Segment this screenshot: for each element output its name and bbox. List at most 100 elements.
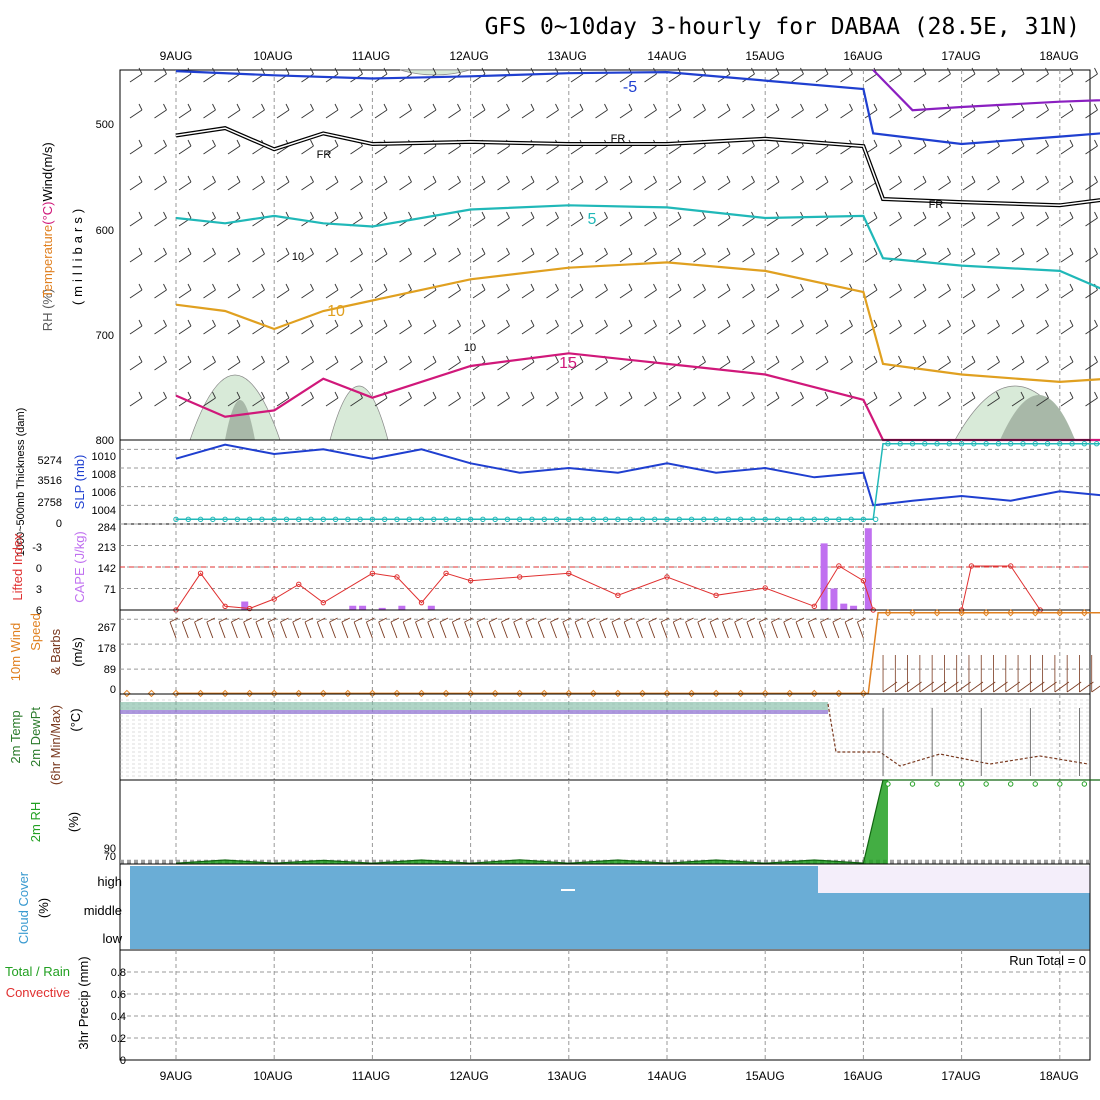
thickness-point bbox=[909, 441, 916, 447]
cape-bar bbox=[427, 605, 435, 610]
cloud-level-label: low bbox=[102, 931, 122, 946]
wind-speed-point bbox=[687, 689, 696, 698]
wind-barb bbox=[423, 391, 437, 407]
wind-barb bbox=[599, 617, 608, 639]
wind-barb bbox=[791, 355, 804, 371]
wind-barb bbox=[595, 211, 608, 227]
wind-barb bbox=[889, 283, 902, 299]
thickness-point bbox=[639, 516, 646, 523]
thickness-point bbox=[934, 441, 940, 447]
wind-barb bbox=[203, 319, 216, 335]
wind-barb bbox=[280, 617, 289, 639]
wind-barb bbox=[815, 355, 829, 371]
wind-barb bbox=[938, 283, 951, 299]
rh-panel: 90 70 2m RH (%) bbox=[28, 779, 1100, 865]
wind-barb bbox=[962, 211, 976, 227]
wind-barb bbox=[987, 283, 1000, 299]
wind-barb bbox=[717, 103, 731, 119]
wind-barb bbox=[962, 247, 976, 263]
wind-barb bbox=[913, 67, 927, 83]
wind-barb bbox=[448, 319, 461, 335]
wind-barb bbox=[791, 175, 804, 191]
wind-barb bbox=[1042, 655, 1057, 693]
wind-barb bbox=[550, 617, 559, 639]
wind-barb bbox=[742, 355, 755, 371]
wind-speed-point bbox=[982, 609, 990, 617]
thickness-point bbox=[922, 441, 928, 447]
wind-barb bbox=[497, 391, 510, 407]
wind-barb bbox=[129, 355, 143, 371]
cloud-panel: high middle low Cloud Cover (%) bbox=[16, 863, 1091, 951]
wind-speed-point bbox=[270, 689, 278, 698]
wind-speed-point bbox=[319, 689, 328, 698]
wind-speed-point bbox=[1080, 609, 1089, 617]
wind-barb bbox=[129, 283, 143, 299]
wind-barb bbox=[301, 103, 314, 119]
thickness-point bbox=[210, 516, 216, 523]
date-tick-label: 9AUG bbox=[160, 49, 193, 63]
wind-barb bbox=[766, 355, 780, 371]
li-tick-label: 0 bbox=[36, 563, 42, 575]
wind-barb bbox=[619, 103, 633, 119]
wind-barb bbox=[497, 103, 510, 119]
thickness-point bbox=[246, 516, 253, 523]
wind-barb bbox=[815, 67, 829, 83]
precip-panel: 0 0.2 0.4 0.6 0.8 Run Total = 0 Total / … bbox=[5, 949, 1091, 1067]
wind-barb bbox=[938, 247, 951, 263]
wind-barb bbox=[1085, 355, 1098, 371]
upper-air-ylabel: RH (%) Temperature(°C)Wind(m/s) bbox=[40, 142, 55, 331]
wind-panel: 0 89 178 267 10m Wind Speed & Barbs (m/s… bbox=[8, 609, 1100, 698]
wind-barb bbox=[1085, 139, 1098, 155]
wind-barb bbox=[301, 247, 314, 263]
wind-barb bbox=[668, 283, 682, 299]
wind-barb bbox=[791, 283, 804, 299]
wind-barb bbox=[562, 617, 572, 639]
wind-barb bbox=[840, 319, 853, 335]
wind-barb bbox=[1060, 175, 1074, 191]
cape-bar bbox=[378, 607, 386, 610]
date-tick-label: 11AUG bbox=[352, 1069, 390, 1083]
wind-barb bbox=[1036, 211, 1049, 227]
wind-barb bbox=[742, 319, 755, 335]
wind-barb bbox=[791, 247, 804, 263]
wind-barb bbox=[962, 319, 976, 335]
wind-barb bbox=[619, 247, 633, 263]
cape-bar bbox=[820, 543, 828, 610]
wind-speed-point bbox=[221, 689, 229, 698]
wind-barb bbox=[672, 617, 682, 639]
wind-barb bbox=[758, 617, 768, 639]
precip-tick-label: 0.4 bbox=[111, 1011, 126, 1023]
rh-line bbox=[175, 779, 1100, 864]
cape-bar bbox=[241, 601, 249, 610]
thickness-point bbox=[590, 516, 597, 523]
wind-barb bbox=[415, 617, 424, 639]
thickness-tick-label: 2758 bbox=[38, 497, 62, 509]
slp-tick-label: 1010 bbox=[92, 451, 116, 463]
wind-barb bbox=[980, 655, 996, 693]
wind-barb bbox=[1011, 211, 1025, 227]
thickness-point bbox=[320, 516, 326, 523]
thickness-tick-label: 5274 bbox=[38, 455, 62, 467]
wind-barb bbox=[693, 211, 706, 227]
wind-barb bbox=[644, 103, 657, 119]
panel-frame bbox=[119, 949, 1091, 1061]
wind-barb bbox=[840, 247, 853, 263]
date-tick-label: 15AUG bbox=[745, 49, 784, 63]
wind-barb bbox=[962, 283, 976, 299]
wind-barb bbox=[1036, 175, 1049, 191]
wind-speed-point bbox=[884, 609, 892, 617]
thickness-point bbox=[480, 516, 486, 523]
cape-tick-label: 213 bbox=[98, 542, 116, 554]
wind-ylabel-line: (m/s) bbox=[70, 637, 85, 667]
contour-label: FR bbox=[611, 133, 626, 145]
wind-barb bbox=[1029, 655, 1045, 693]
wind-barb bbox=[570, 391, 584, 407]
wind-barb bbox=[154, 175, 167, 191]
wind-barb bbox=[472, 247, 486, 263]
wind-barb bbox=[399, 103, 412, 119]
thickness-point bbox=[860, 516, 867, 523]
wind-barb bbox=[1011, 175, 1025, 191]
contour-label: 10 bbox=[292, 251, 304, 263]
wind-barb bbox=[472, 391, 486, 407]
cloud-ylabel-line: (%) bbox=[36, 898, 51, 918]
